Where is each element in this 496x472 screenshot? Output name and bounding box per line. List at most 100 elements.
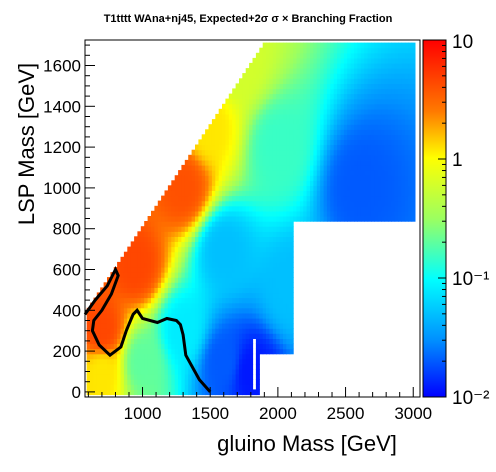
heatmap-cell xyxy=(93,348,98,355)
heatmap-cell xyxy=(242,389,247,396)
heatmap-cell xyxy=(262,282,267,288)
heatmap-cell xyxy=(195,267,199,273)
heatmap-cell xyxy=(103,307,108,314)
heatmap-cell xyxy=(239,297,243,304)
heatmap-cell xyxy=(313,180,318,186)
heatmap-cell xyxy=(337,185,342,191)
heatmap-cell xyxy=(218,164,223,171)
heatmap-cell xyxy=(326,124,331,130)
heatmap-cell xyxy=(286,333,291,339)
heatmap-cell xyxy=(205,221,210,227)
heatmap-cell xyxy=(296,108,301,115)
heatmap-cell xyxy=(232,368,237,375)
heatmap-cell xyxy=(279,144,284,151)
heatmap-cell xyxy=(222,379,226,385)
heatmap-cell xyxy=(330,159,335,166)
heatmap-cell xyxy=(90,384,95,390)
heatmap-cell xyxy=(266,328,270,334)
heatmap-cell xyxy=(411,119,416,125)
heatmap-cell xyxy=(269,175,274,181)
heatmap-cell xyxy=(313,134,318,140)
heatmap-cell xyxy=(283,42,287,49)
heatmap-cell xyxy=(279,246,284,253)
heatmap-cell xyxy=(239,139,243,146)
heatmap-cell xyxy=(269,210,274,217)
heatmap-cell xyxy=(394,175,399,181)
heatmap-cell xyxy=(151,261,155,268)
heatmap-cell xyxy=(364,200,369,207)
heatmap-cell xyxy=(96,348,101,355)
heatmap-cell xyxy=(272,108,277,115)
heatmap-cell xyxy=(286,241,291,248)
heatmap-cell xyxy=(333,159,338,166)
heatmap-cell xyxy=(225,154,230,161)
heatmap-cell xyxy=(123,379,128,385)
heatmap-cell xyxy=(367,93,372,100)
heatmap-cell xyxy=(252,333,257,339)
heatmap-cell xyxy=(225,205,230,212)
heatmap-cell xyxy=(262,216,267,222)
heatmap-cell xyxy=(340,195,345,202)
heatmap-cell xyxy=(215,374,220,380)
heatmap-cell xyxy=(198,338,203,345)
heatmap-cell xyxy=(107,353,111,360)
heatmap-cell xyxy=(404,216,409,222)
heatmap-cell xyxy=(137,282,142,288)
heatmap-cell xyxy=(360,159,365,166)
heatmap-cell xyxy=(245,297,250,304)
heatmap-cell xyxy=(249,190,254,197)
heatmap-cell xyxy=(205,343,210,350)
heatmap-cell xyxy=(347,164,352,171)
heatmap-cell xyxy=(333,149,338,156)
heatmap-cell xyxy=(272,307,277,314)
heatmap-cell xyxy=(215,124,220,130)
heatmap-cell xyxy=(181,363,186,370)
heatmap-cell xyxy=(354,42,358,49)
heatmap-cell xyxy=(377,159,382,166)
heatmap-cell xyxy=(367,205,372,212)
heatmap-cell xyxy=(293,42,298,49)
heatmap-cell xyxy=(184,216,189,222)
heatmap-cell xyxy=(110,307,115,314)
heatmap-cell xyxy=(215,261,220,268)
heatmap-cell xyxy=(188,384,193,390)
heatmap-cell xyxy=(303,205,308,212)
heatmap-cell xyxy=(134,317,139,324)
heatmap-cell xyxy=(252,389,257,396)
heatmap-cell xyxy=(235,159,240,166)
heatmap-cell xyxy=(222,195,226,202)
heatmap-cell xyxy=(225,374,230,380)
heatmap-cell xyxy=(262,144,267,151)
heatmap-cell xyxy=(93,312,98,319)
heatmap-cell xyxy=(144,267,149,273)
heatmap-cell xyxy=(255,154,260,161)
heatmap-cell xyxy=(249,216,254,222)
heatmap-cell xyxy=(313,119,318,125)
heatmap-cell xyxy=(120,277,125,283)
heatmap-cell xyxy=(188,292,193,299)
heatmap-cell xyxy=(289,251,294,258)
heatmap-cell xyxy=(198,180,203,186)
heatmap-cell xyxy=(398,144,402,151)
heatmap-cell xyxy=(151,226,155,232)
heatmap-cell xyxy=(198,282,203,288)
heatmap-cell xyxy=(228,328,233,334)
heatmap-cell xyxy=(269,231,274,237)
heatmap-cell xyxy=(259,124,264,130)
heatmap-cell xyxy=(330,144,335,151)
heatmap-cell xyxy=(411,175,416,181)
heatmap-cell xyxy=(306,164,311,171)
heatmap-cell xyxy=(398,103,402,110)
heatmap-cell xyxy=(127,272,132,278)
heatmap-cell xyxy=(188,307,193,314)
heatmap-cell xyxy=(191,159,196,166)
heatmap-cell xyxy=(235,261,240,268)
heatmap-cell xyxy=(323,57,328,64)
heatmap-cell xyxy=(411,139,416,146)
heatmap-cell xyxy=(201,323,206,329)
heatmap-cell xyxy=(320,119,325,125)
heatmap-cell xyxy=(299,73,304,79)
heatmap-cell xyxy=(211,241,216,248)
heatmap-cell xyxy=(137,333,142,339)
heatmap-cell xyxy=(354,159,358,166)
